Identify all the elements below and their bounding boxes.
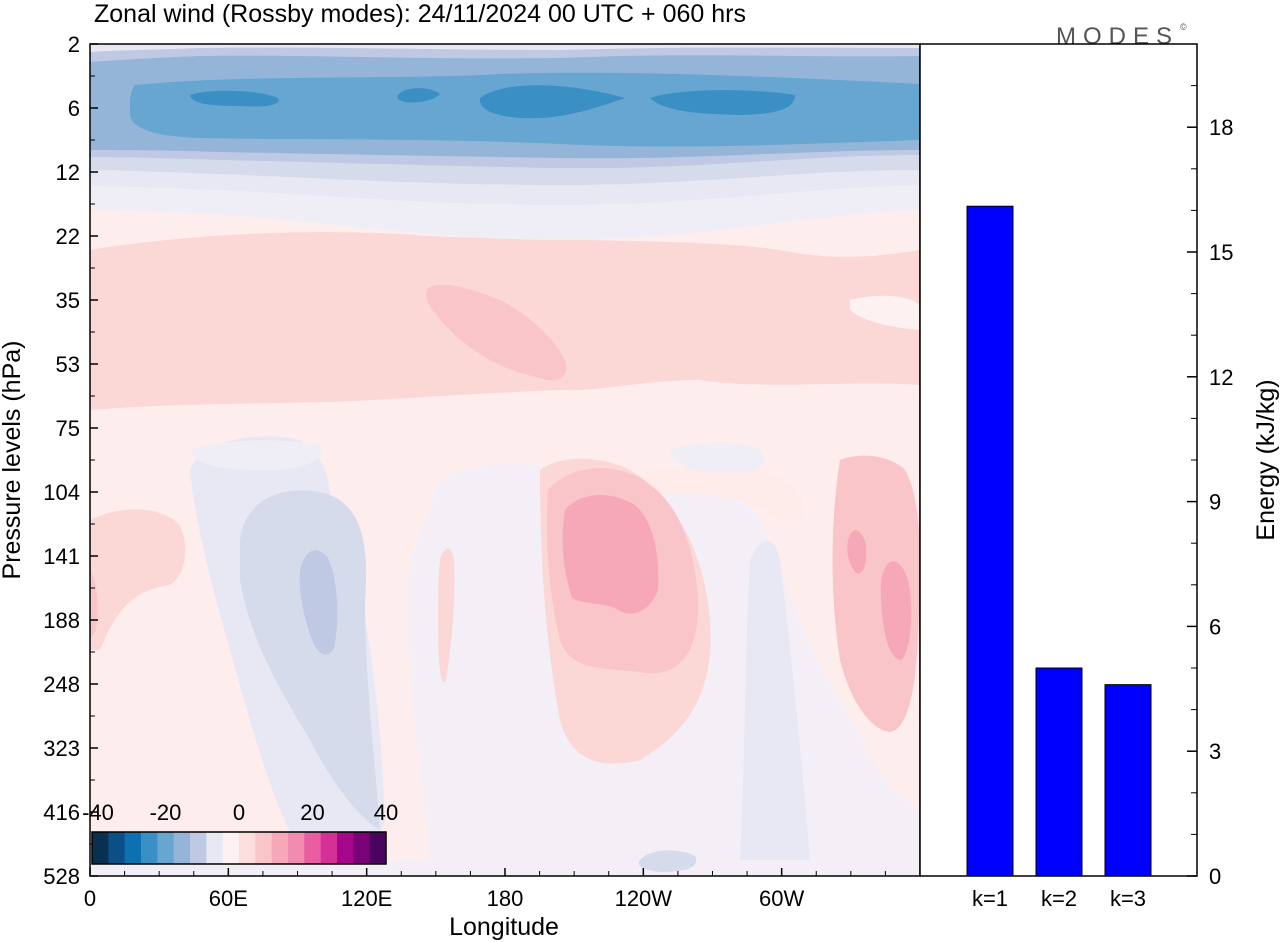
y-axis-pressure: 2 6 12 22 35 53 75 104 141 188 248 323 416 528 xyxy=(43,32,98,889)
contour-westerly-core-3 xyxy=(880,561,912,661)
energy-bars: k=1 k=2 k=3 xyxy=(966,205,1152,911)
x-tick-label: 60E xyxy=(209,886,248,911)
energy-tick-label: 6 xyxy=(1209,614,1221,639)
energy-tick-label: 3 xyxy=(1209,739,1221,764)
contour-easterly-spot xyxy=(638,850,697,872)
contour-field xyxy=(90,44,920,876)
contour-easterly-top-rim-3 xyxy=(90,44,920,52)
contour-cool-patch-1 xyxy=(190,440,322,471)
colorbar-swatch xyxy=(337,832,354,864)
x-tick-label: 120E xyxy=(341,886,392,911)
colorbar-swatch xyxy=(369,832,387,864)
bar-category-label: k=3 xyxy=(1110,886,1146,911)
x-axis-longitude: 0 60E 120E 180 120W 60W xyxy=(84,868,886,911)
y-tick-label: 248 xyxy=(43,672,80,697)
colorbar-tick-label: 20 xyxy=(300,800,324,825)
y-tick-label: 6 xyxy=(68,96,80,121)
contour-westerly-lobe-4 xyxy=(90,509,186,650)
y-tick-label: 12 xyxy=(56,160,80,185)
colorbar-swatch xyxy=(304,832,322,864)
colorbar-swatch xyxy=(206,832,224,864)
colorbar-swatch xyxy=(157,832,175,864)
y-tick-label: 323 xyxy=(43,736,80,761)
energy-y-axis: 0 3 6 9 12 15 18 xyxy=(1187,85,1233,889)
colorbar-tick-label: 0 xyxy=(233,800,245,825)
y-tick-label: 53 xyxy=(56,352,80,377)
colorbar-swatch xyxy=(320,832,338,864)
contour-westerly-core-1 xyxy=(562,494,659,614)
contour-near-zero-patch xyxy=(850,295,920,330)
colorbar-swatch xyxy=(173,832,191,864)
colorbar-tick-label: 40 xyxy=(374,800,398,825)
contour-easterly-top-rim-2 xyxy=(90,44,920,62)
x-tick-label: 60W xyxy=(759,886,804,911)
contour-westerly-lobe-3 xyxy=(832,455,920,732)
colorbar-swatch xyxy=(271,832,289,864)
contour-easterly-core-3 xyxy=(479,85,625,119)
colorbar-swatch xyxy=(353,832,371,864)
colorbar: -40 -20 0 20 40 xyxy=(82,800,398,865)
contour-easterly-core xyxy=(299,550,338,655)
energy-tick-label: 18 xyxy=(1209,115,1233,140)
energy-tick-label: 0 xyxy=(1209,864,1221,889)
colorbar-swatch xyxy=(222,832,240,864)
contour-easterly-column-2 xyxy=(240,490,380,830)
y-tick-label: 141 xyxy=(43,544,80,569)
energy-bar xyxy=(966,205,1014,877)
x-axis-label: Longitude xyxy=(449,913,559,941)
y-tick-label: 188 xyxy=(43,608,80,633)
energy-bar xyxy=(1104,684,1152,877)
colorbar-swatch xyxy=(190,832,207,864)
energy-axis-label: Energy (kJ/kg) xyxy=(1252,379,1280,540)
energy-bar xyxy=(1035,667,1083,877)
energy-tick-label: 15 xyxy=(1209,240,1233,265)
colorbar-tick-label: -20 xyxy=(150,800,182,825)
colorbar-swatch xyxy=(124,832,142,864)
colorbar-tick-label: -40 xyxy=(82,800,114,825)
contour-easterly-core-1 xyxy=(190,90,279,107)
x-tick-label: 180 xyxy=(487,886,524,911)
colorbar-frame xyxy=(91,831,387,865)
colorbar-swatch xyxy=(92,832,109,864)
logo-copyright-mark: © xyxy=(1180,22,1187,32)
contour-easterly-core-2 xyxy=(397,88,440,103)
energy-tick-label: 12 xyxy=(1209,365,1233,390)
y-tick-label: 75 xyxy=(56,416,80,441)
y-tick-label: 35 xyxy=(56,288,80,313)
bar-category-label: k=2 xyxy=(1041,886,1077,911)
y-tick-label: 22 xyxy=(56,224,80,249)
bar-category-label: k=1 xyxy=(972,886,1008,911)
y-axis-label: Pressure levels (hPa) xyxy=(0,341,26,580)
colorbar-swatch xyxy=(288,832,305,864)
colorbar-swatch xyxy=(255,832,273,864)
x-tick-label: 0 xyxy=(84,886,96,911)
colorbar-swatch xyxy=(141,832,158,864)
x-tick-label: 120W xyxy=(615,886,673,911)
colorbar-swatch xyxy=(108,832,126,864)
contour-easterly-core-4 xyxy=(650,90,795,115)
y-tick-label: 416 xyxy=(43,800,80,825)
y-tick-label: 104 xyxy=(43,480,80,505)
contour-westerly-core-2 xyxy=(847,530,867,574)
chart-title: Zonal wind (Rossby modes): 24/11/2024 00… xyxy=(94,0,746,28)
contour-westerly-lobe-6 xyxy=(438,548,455,682)
contour-easterly-column-3 xyxy=(740,541,810,860)
contour-cool-patch-2 xyxy=(670,442,764,472)
colorbar-swatch xyxy=(239,832,256,864)
y-tick-label: 528 xyxy=(43,864,80,889)
energy-tick-label: 9 xyxy=(1209,490,1221,515)
y-tick-label: 2 xyxy=(68,32,80,57)
contour-westerly-lobe-7 xyxy=(426,284,567,381)
